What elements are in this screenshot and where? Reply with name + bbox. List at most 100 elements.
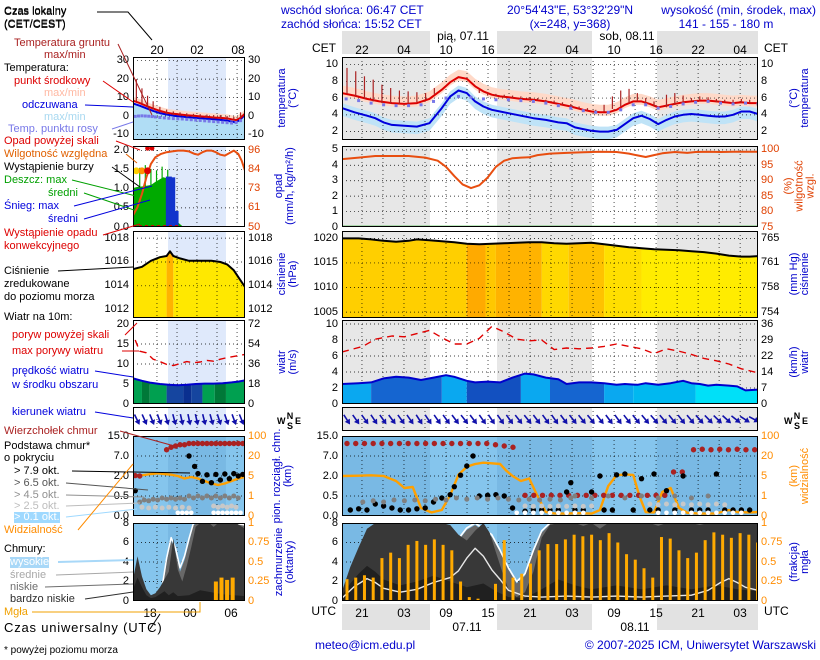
cet-tick-6: 10 bbox=[607, 43, 621, 57]
legend-srednie: średnie bbox=[10, 569, 47, 581]
tick-cloud_mini-L-2: 2.0 bbox=[113, 469, 129, 482]
utc-tick-2: 09 bbox=[439, 606, 453, 620]
local-time-label: Czas lokalny bbox=[4, 6, 67, 18]
tick-pres_mini-L-1: 1016 bbox=[104, 255, 129, 268]
tick-temp_main-L-0: 10 bbox=[325, 58, 338, 71]
compass-n-0: N bbox=[286, 411, 294, 421]
tick-cloud_main-L-1: 7.0 bbox=[322, 449, 338, 462]
tick-pres_mini-L-3: 1012 bbox=[104, 303, 129, 316]
tick-wind_main-R-0: 36 bbox=[761, 317, 774, 330]
tick-rain_mini-R-2: 73 bbox=[248, 182, 261, 195]
legend-cisnienie-1: Ciśnienie bbox=[4, 265, 50, 277]
legend-mgla: Mgła bbox=[4, 606, 28, 618]
tick-sky_main-L-0: 8 bbox=[331, 516, 338, 529]
tick-wind_main-R-5: 0 bbox=[761, 397, 768, 410]
cet-tick-1: 04 bbox=[397, 43, 411, 57]
axis-title-5: zachmurzenie (oktanty) bbox=[273, 527, 296, 597]
tick-temp_mini-R-2: 10 bbox=[248, 91, 261, 104]
tick-cloud_mini-R-2: 5 bbox=[248, 469, 255, 482]
connector-26 bbox=[55, 571, 134, 576]
tick-hum_main-R-0: 100 bbox=[761, 143, 780, 156]
tick-sky_main-R-0: 1 bbox=[761, 516, 768, 529]
contact-email-link[interactable]: meteo@icm.edu.pl bbox=[315, 638, 416, 652]
tick-temp_main-L-2: 6 bbox=[331, 91, 338, 104]
tick-hum_main-R-1: 95 bbox=[761, 158, 774, 171]
legend-poryw-powyzej: poryw powyżej skali bbox=[12, 329, 110, 341]
tick-temp_mini-L-4: -10 bbox=[113, 127, 129, 140]
panel-cloud_main bbox=[342, 436, 758, 516]
axis-title-7: (%) wilgotność wzgl. bbox=[782, 160, 817, 212]
connector-17 bbox=[94, 411, 134, 419]
legend-okt-79: > 7.9 okt. bbox=[14, 465, 60, 477]
tick-sky_main-R-1: 0.75 bbox=[761, 536, 783, 548]
sunrise-text: wschód słońca: 06:47 CET bbox=[281, 3, 424, 17]
cet-tick-0: 22 bbox=[355, 43, 369, 57]
tick-sky_mini-L-2: 4 bbox=[122, 555, 129, 568]
legend-chmury: Chmury: bbox=[4, 543, 46, 555]
tick-hum_main-L-1: 4 bbox=[331, 158, 338, 171]
axis-title-2: ciśnienie (hPa) bbox=[276, 252, 299, 296]
legend-widzialnosc: Widzialność bbox=[4, 524, 63, 536]
copyright-text: © 2007-2025 ICM, Uniwersytet Warszawski bbox=[584, 638, 816, 652]
tick-hum_main-R-3: 85 bbox=[761, 189, 774, 202]
tick-wind_main-L-3: 4 bbox=[331, 365, 338, 378]
tick-wind_mini-L-4: 0 bbox=[122, 397, 129, 410]
panel-dir_mini bbox=[133, 407, 245, 431]
panel-temp_main bbox=[342, 57, 758, 140]
mini-utc-tick-1: 00 bbox=[183, 606, 197, 620]
tick-wind_main-L-5: 0 bbox=[331, 397, 338, 410]
tick-temp_mini-R-4: -10 bbox=[248, 127, 264, 140]
tick-pres_main-L-3: 1005 bbox=[313, 305, 338, 318]
tick-temp_mini-L-1: 20 bbox=[116, 72, 129, 85]
tick-cloud_main-R-2: 5 bbox=[761, 469, 768, 482]
tick-wind_main-L-4: 2 bbox=[331, 381, 338, 394]
compass-s-0: S bbox=[286, 421, 293, 431]
tick-hum_main-R-5: 75 bbox=[761, 220, 774, 233]
sunset-text: zachód słońca: 15:52 CET bbox=[281, 17, 422, 31]
tick-sky_main-R-4: 0 bbox=[761, 594, 768, 607]
tick-sky_main-L-2: 4 bbox=[331, 555, 338, 568]
tick-hum_main-L-2: 3 bbox=[331, 174, 338, 187]
tick-hum_main-R-4: 80 bbox=[761, 205, 774, 218]
utc-tick-0: 21 bbox=[355, 606, 369, 620]
legend-bardzo-niskie: bardzo niskie bbox=[10, 593, 75, 605]
cet-tick-8: 22 bbox=[691, 43, 705, 57]
tick-pres_main-R-2: 758 bbox=[761, 281, 780, 294]
night-band-box bbox=[656, 31, 758, 54]
legend-wilgotnosc: Wilgotność względna bbox=[4, 148, 108, 160]
connector-0 bbox=[97, 11, 153, 41]
date1-label: 07.11 bbox=[452, 620, 482, 634]
mini-cet-tick-1: 02 bbox=[190, 43, 204, 57]
tick-sky_main-L-1: 6 bbox=[331, 536, 338, 548]
tick-sky_mini-R-1: 0.75 bbox=[248, 536, 270, 548]
night-band-box bbox=[342, 31, 430, 54]
tick-temp_mini-L-2: 10 bbox=[116, 91, 129, 104]
legend-okt-65: > 6.5 okt. bbox=[14, 477, 60, 489]
legend-w-srodku: w środku obszaru bbox=[12, 379, 99, 391]
legend-snieg-sredni: średni bbox=[48, 213, 78, 225]
panel-wind_mini bbox=[133, 320, 245, 404]
legend-burza: Wystąpienie burzy bbox=[4, 161, 94, 173]
mini-utc-tick-2: 06 bbox=[224, 606, 238, 620]
cet-corner-right: CET bbox=[764, 41, 788, 55]
tick-cloud_main-L-4: 0.0 bbox=[322, 509, 338, 522]
tick-wind_mini-L-3: 5 bbox=[122, 377, 129, 390]
tick-temp_main-R-0: 10 bbox=[761, 58, 774, 71]
axis-title-8: (mm Hg) ciśnienie bbox=[788, 252, 811, 296]
tick-sky_main-L-3: 2 bbox=[331, 575, 338, 587]
mini-cet-tick-2: 08 bbox=[231, 43, 245, 57]
utc-corner-left: UTC bbox=[311, 604, 336, 618]
tick-cloud_mini-R-4: 0 bbox=[248, 509, 255, 522]
legend-odczuwana: odczuwana bbox=[22, 99, 78, 111]
tick-pres_mini-R-0: 1018 bbox=[248, 231, 273, 244]
legend-podstawa: Podstawa chmur* bbox=[4, 440, 91, 452]
tick-sky_main-R-2: 0.5 bbox=[761, 555, 777, 568]
legend-niskie: niskie bbox=[10, 581, 39, 593]
tick-wind_main-R-3: 14 bbox=[761, 365, 774, 378]
legend-cet-cest: (CET/CEST) bbox=[4, 18, 66, 30]
tick-wind_main-R-1: 29 bbox=[761, 333, 774, 346]
tick-wind_main-L-1: 8 bbox=[331, 333, 338, 346]
tick-sky_mini-R-2: 0.5 bbox=[248, 555, 264, 568]
tick-sky_mini-L-1: 6 bbox=[122, 536, 129, 548]
